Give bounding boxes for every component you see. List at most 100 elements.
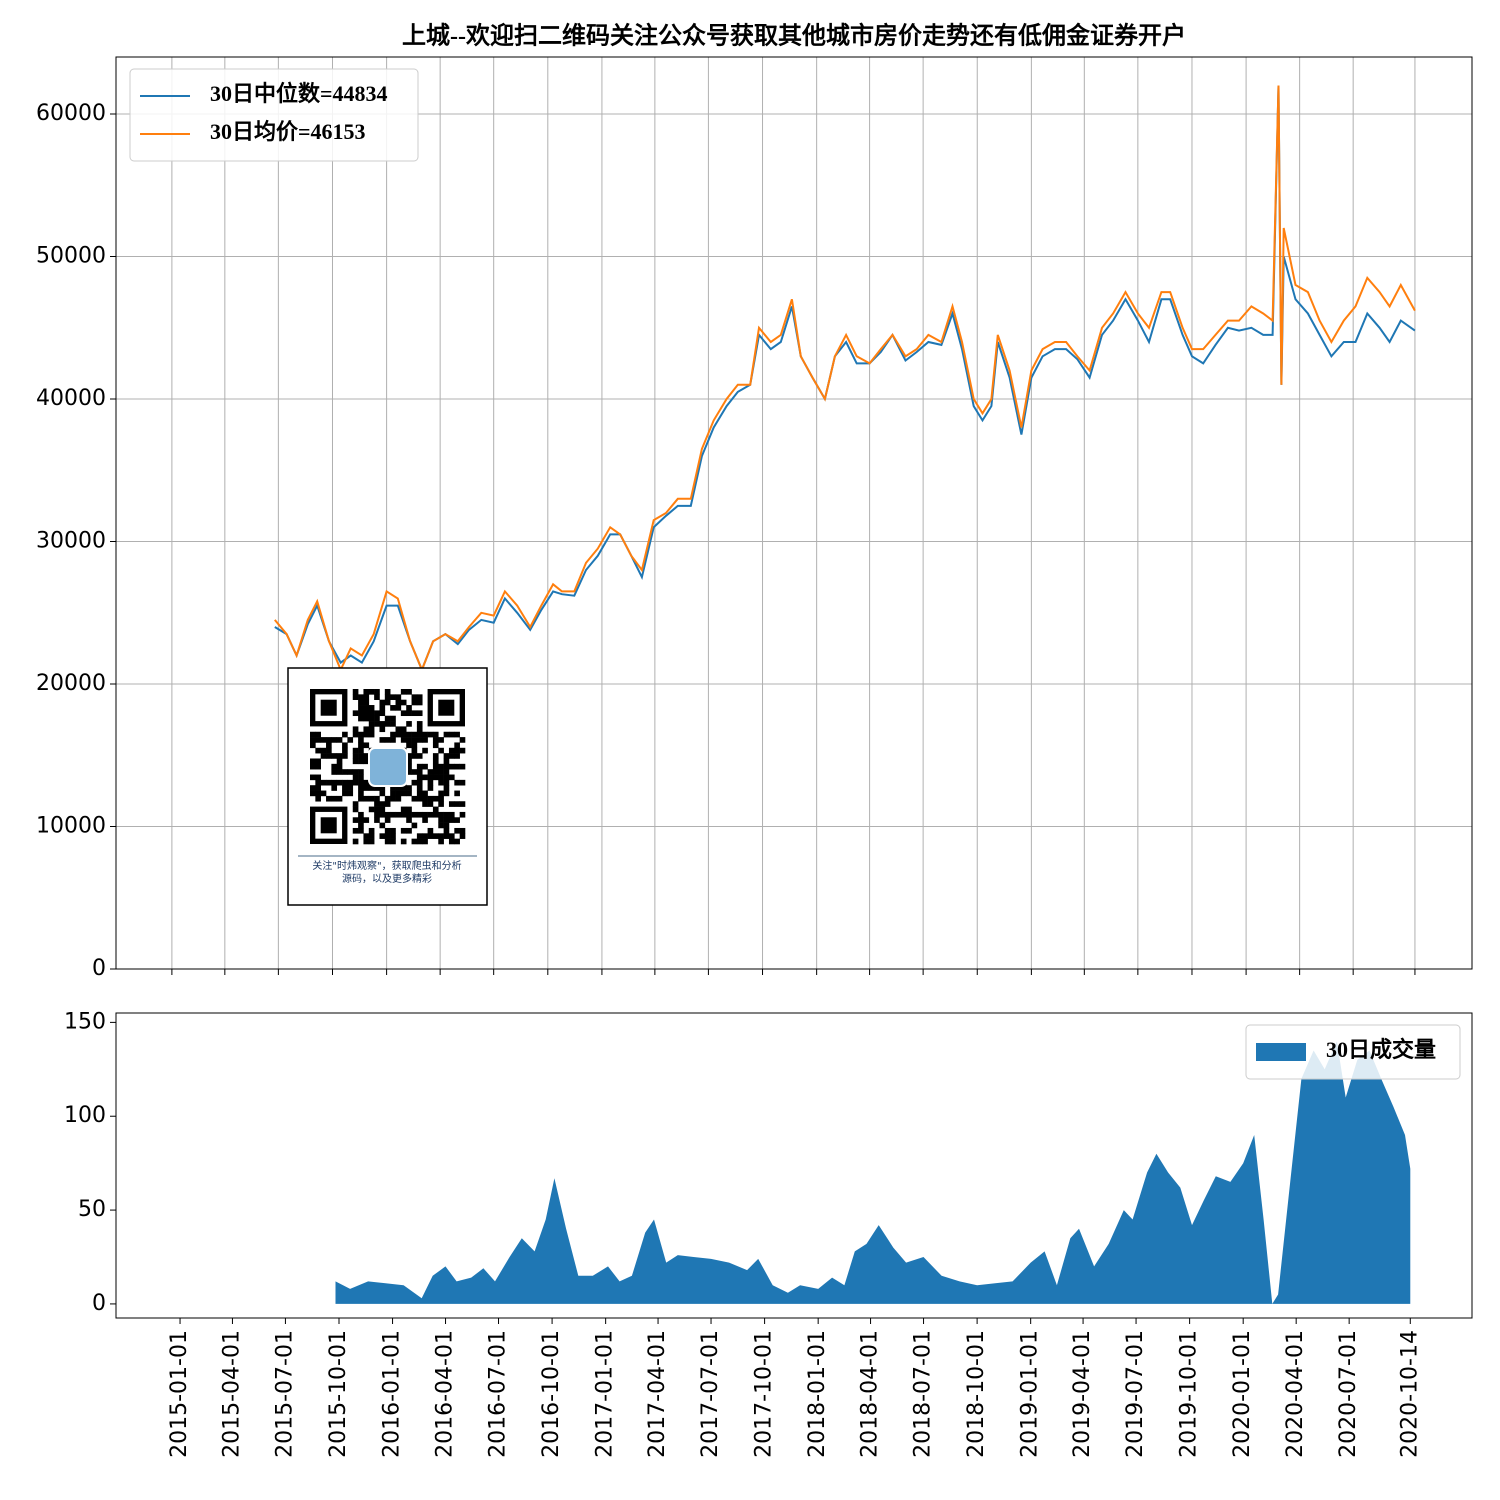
qr-cell	[448, 838, 455, 845]
qr-cell	[368, 689, 375, 695]
qr-cell	[347, 790, 354, 797]
qr-cell	[358, 710, 364, 717]
qr-cell	[368, 721, 375, 727]
qr-cell	[358, 758, 364, 765]
qr-cell	[400, 811, 407, 818]
qr-cell	[432, 795, 439, 802]
qr-cell	[390, 705, 396, 711]
qr-cell	[368, 838, 375, 845]
qr-cell	[411, 779, 418, 786]
qr-cell	[336, 769, 343, 775]
qr-cell	[342, 779, 348, 786]
qr-cell	[363, 731, 370, 738]
qr-cell	[363, 689, 370, 695]
qr-cell	[400, 710, 407, 717]
qr-cell	[390, 785, 396, 791]
x-tick-label: 2018-10-01	[964, 1330, 989, 1458]
qr-cell	[336, 763, 343, 770]
qr-cell	[315, 758, 321, 765]
qr-cell	[443, 758, 450, 765]
y-tick-label: 30000	[36, 529, 106, 554]
qr-cell	[443, 827, 450, 834]
qr-cell	[432, 833, 439, 839]
qr-cell	[326, 737, 332, 743]
qr-cell	[326, 747, 332, 754]
qr-cell	[384, 721, 391, 727]
qr-cell	[406, 817, 412, 823]
qr-cell	[432, 753, 439, 759]
qr-cell	[358, 785, 364, 791]
qr-cell	[406, 811, 412, 818]
qr-cell	[443, 779, 450, 786]
qr-cell	[400, 806, 407, 813]
qr-cell	[416, 731, 423, 738]
qr-cell	[331, 763, 338, 770]
qr-cell	[411, 694, 418, 700]
qr-cell	[416, 726, 423, 733]
qr-cell	[384, 827, 391, 834]
qr-cell	[352, 779, 359, 786]
qr-cell	[432, 763, 439, 770]
x-tick-label: 2020-01-01	[1230, 1330, 1255, 1458]
qr-cell	[326, 753, 332, 759]
qr-cell	[363, 742, 370, 749]
legend-label: 30日成交量	[1326, 1037, 1436, 1062]
qr-cell	[406, 753, 412, 759]
qr-cell	[315, 731, 321, 738]
qr-cell	[310, 774, 316, 781]
qr-cell	[315, 795, 321, 802]
qr-cell	[411, 747, 418, 754]
qr-cell	[352, 774, 359, 781]
qr-cell	[422, 731, 428, 738]
qr-cell	[443, 774, 450, 781]
qr-cell	[422, 737, 428, 743]
qr-cell	[374, 715, 380, 722]
qr-cell	[315, 779, 321, 786]
qr-caption: 源码，以及更多精彩	[342, 872, 432, 885]
qr-cell	[395, 795, 402, 802]
qr-cell	[310, 763, 316, 770]
qr-cell	[358, 774, 364, 781]
qr-cell	[374, 694, 380, 700]
qr-cell	[406, 737, 412, 743]
qr-cell	[443, 753, 450, 759]
qr-cell	[379, 705, 386, 711]
qr-cell	[454, 742, 460, 749]
x-tick-label: 2017-07-01	[698, 1330, 723, 1458]
x-tick-label: 2016-01-01	[380, 1330, 405, 1458]
qr-cell	[406, 790, 412, 797]
qr-cell	[406, 710, 412, 717]
x-tick-label: 2018-07-01	[911, 1330, 936, 1458]
qr-cell	[443, 731, 450, 738]
qr-cell	[336, 779, 343, 786]
qr-cell	[368, 827, 375, 834]
qr-cell	[438, 763, 444, 770]
qr-cell	[454, 779, 460, 786]
qr-cell	[432, 731, 439, 738]
qr-cell	[390, 731, 396, 738]
qr-cell	[448, 801, 455, 807]
qr-cell	[454, 838, 460, 845]
qr-cell	[336, 737, 343, 743]
x-tick-label: 2016-07-01	[486, 1330, 511, 1458]
qr-cell	[427, 769, 434, 775]
qr-cell	[411, 753, 418, 759]
qr-cell	[454, 731, 460, 738]
qr-cell	[422, 833, 428, 839]
qr-cell	[400, 790, 407, 797]
qr-cell	[336, 758, 343, 765]
qr-cell	[438, 774, 444, 781]
qr-cell	[448, 817, 455, 823]
qr-cell	[384, 715, 391, 722]
qr-cell	[454, 790, 460, 797]
qr-cell	[427, 811, 434, 818]
qr-cell	[443, 817, 450, 823]
qr-cell	[315, 747, 321, 754]
qr-cell	[363, 726, 370, 733]
qr-cell	[400, 699, 407, 706]
qr-cell	[406, 758, 412, 765]
qr-cell	[310, 785, 316, 791]
qr-cell	[448, 747, 455, 754]
qr-cell	[379, 822, 386, 829]
x-tick-label: 2015-10-01	[326, 1330, 351, 1458]
